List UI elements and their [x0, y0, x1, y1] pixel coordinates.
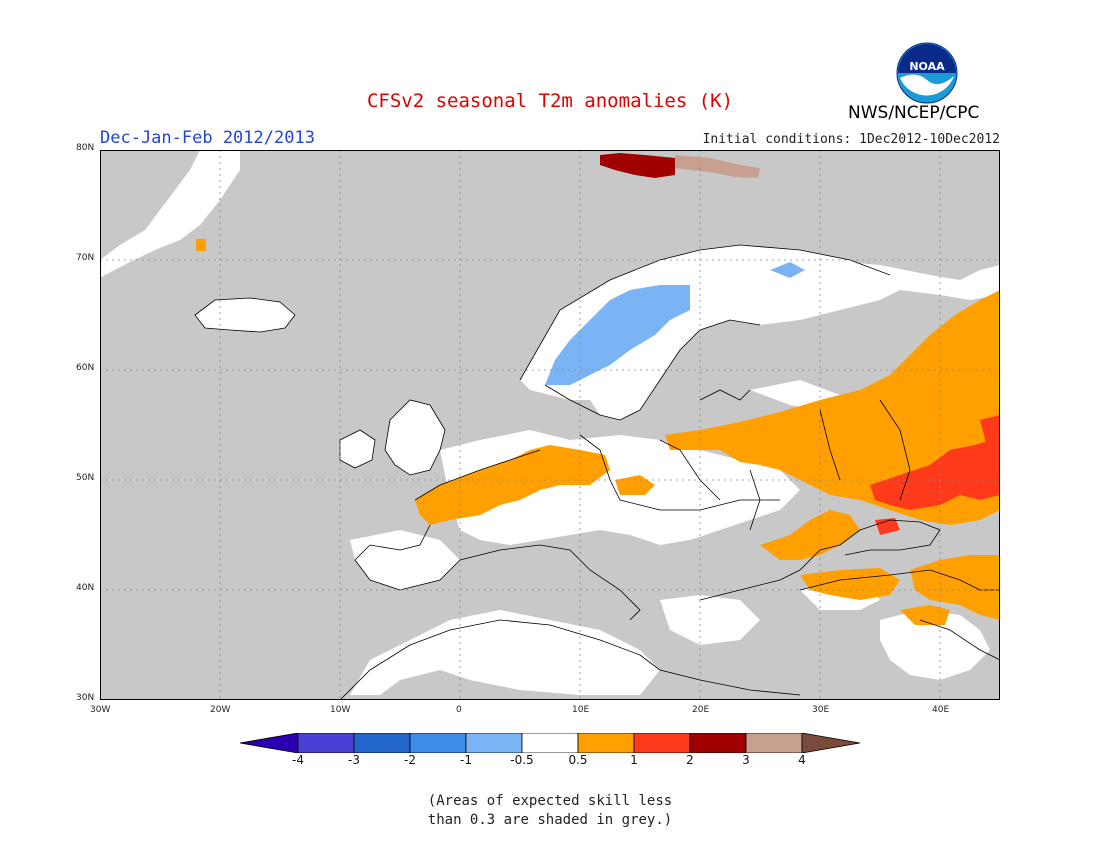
lon-tick-30w: 30W [90, 705, 111, 715]
negative-anomaly-areas [545, 262, 805, 385]
colorbar-bin [633, 733, 691, 753]
colorbar-label: 3 [742, 753, 750, 767]
colorbar-bin [521, 733, 579, 753]
anomaly-colorbar [240, 733, 860, 753]
lat-tick-30n: 30N [76, 693, 95, 703]
lat-tick-40n: 40N [76, 583, 95, 593]
colorbar-bin [409, 733, 467, 753]
colorbar-bin [745, 733, 803, 753]
agency-label: NWS/NCEP/CPC [848, 103, 980, 123]
lat-tick-70n: 70N [76, 253, 95, 263]
colorbar-bin [297, 733, 355, 753]
svg-text:NOAA: NOAA [909, 60, 945, 73]
colorbar-label: -1 [460, 753, 472, 767]
colorbar-arrow-high [801, 733, 860, 753]
initial-conditions-label: Initial conditions: 1Dec2012-10Dec2012 [702, 132, 1000, 147]
skill-note-line-2: than 0.3 are shaded in grey.) [427, 812, 673, 828]
map-title: CFSv2 seasonal T2m anomalies (K) [366, 90, 734, 112]
colorbar-arrow-low [240, 733, 299, 753]
lon-tick-10e: 10E [572, 705, 590, 715]
colorbar-label: 1 [630, 753, 638, 767]
colorbar-bin [465, 733, 523, 753]
colorbar-bin [353, 733, 411, 753]
colorbar-label: -3 [348, 753, 360, 767]
colorbar-bin [689, 733, 747, 753]
lon-tick-0: 0 [456, 705, 462, 715]
positive-anomaly-areas-0.5-1 [196, 239, 1000, 625]
lat-tick-80n: 80N [76, 143, 95, 153]
colorbar-label: 2 [686, 753, 694, 767]
colorbar-label: -4 [292, 753, 304, 767]
graticule [100, 150, 1000, 700]
temperature-anomaly-map [100, 150, 1000, 700]
colorbar-bin [577, 733, 635, 753]
colorbar-label: -2 [404, 753, 416, 767]
colorbar-label: 4 [798, 753, 806, 767]
lat-tick-60n: 60N [76, 363, 95, 373]
lon-tick-20e: 20E [692, 705, 710, 715]
season-subtitle: Dec-Jan-Feb 2012/2013 [100, 128, 315, 148]
lat-tick-50n: 50N [76, 473, 95, 483]
coastlines-and-borders [194, 244, 1000, 700]
lon-tick-30e: 30E [812, 705, 830, 715]
positive-anomaly-areas-3-4 [675, 155, 760, 178]
skill-note-line-1: (Areas of expected skill less [427, 793, 673, 809]
colorbar-label: 0.5 [568, 753, 588, 767]
lon-tick-20w: 20W [210, 705, 231, 715]
noaa-logo: NOAA [896, 42, 958, 104]
positive-anomaly-areas-2-3 [600, 153, 675, 178]
skill-note: (Areas of expected skill less than 0.3 a… [0, 792, 1100, 830]
lon-tick-40e: 40E [932, 705, 950, 715]
lon-tick-10w: 10W [330, 705, 351, 715]
colorbar-label: -0.5 [510, 753, 534, 767]
